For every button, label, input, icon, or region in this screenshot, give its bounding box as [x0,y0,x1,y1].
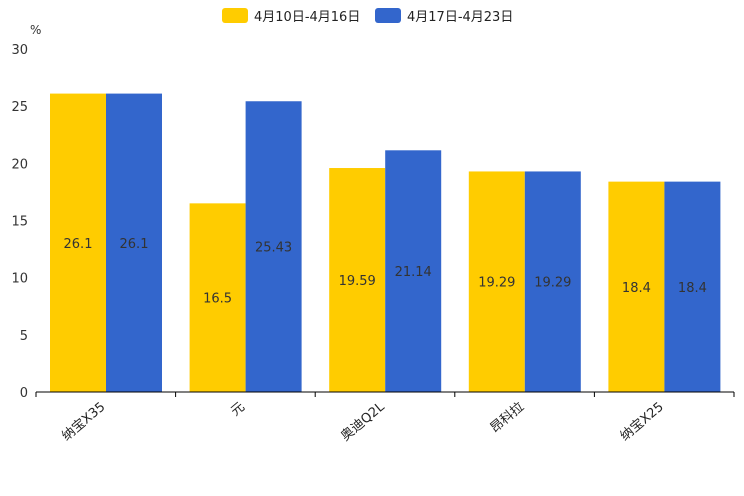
y-tick-label: 20 [11,157,28,172]
y-axis: 0 5 10 15 20 25 30 [11,43,28,401]
y-axis-unit-label: % [30,23,41,37]
bar-2-3[interactable] [385,150,442,392]
bar-2-2[interactable] [245,101,302,392]
x-tick-label: 纳宝X25 [618,400,667,445]
y-tick-label: 0 [20,386,28,401]
data-label-1-2: 16.5 [203,292,232,307]
data-label-1-1: 26.1 [64,237,93,252]
y-tick-label: 25 [11,100,28,115]
bar-1-1[interactable] [50,93,106,392]
bar-1-4[interactable] [468,171,525,392]
y-tick-label: 5 [20,329,28,344]
y-tick-label: 30 [11,43,28,58]
data-label-1-4: 19.29 [478,276,515,291]
bar-2-4[interactable] [524,171,581,392]
data-label-1-3: 19.59 [339,274,376,289]
legend-item-1[interactable]: 4月10日-4月16日 [222,8,360,25]
x-tick-label: 昂科拉 [488,400,528,437]
data-label-2-2: 25.43 [255,241,292,256]
legend-swatch [375,8,401,23]
x-tick-label: 纳宝X35 [59,400,108,445]
y-tick-label: 10 [11,272,28,287]
bar-2-1[interactable] [106,93,162,392]
legend-swatch [222,8,248,23]
data-label-1-5: 18.4 [622,281,651,296]
legend: 4月10日-4月16日 4月17日-4月23日 [222,8,513,25]
y-tick-label: 15 [11,215,28,230]
data-label-2-5: 18.4 [678,281,707,296]
bar-1-5[interactable] [608,181,665,392]
bar-1-2[interactable] [189,203,246,392]
bars: 26.1 26.1 16.5 25.43 19.59 21.14 19.29 19.29 18.… [50,93,721,392]
legend-label: 4月10日-4月16日 [254,10,360,25]
bar-2-5[interactable] [664,181,721,392]
bar-1-3[interactable] [329,168,386,392]
legend-label: 4月17日-4月23日 [407,10,513,25]
x-tick-label: 元 [228,400,248,420]
x-tick-label: 奥迪Q2L [338,399,388,444]
data-label-2-3: 21.14 [395,265,432,280]
x-axis: 纳宝X35 元 奥迪Q2L 昂科拉 纳宝X25 [35,391,735,445]
data-label-2-4: 19.29 [534,276,571,291]
data-label-2-1: 26.1 [120,237,149,252]
legend-item-2[interactable]: 4月17日-4月23日 [375,8,513,25]
